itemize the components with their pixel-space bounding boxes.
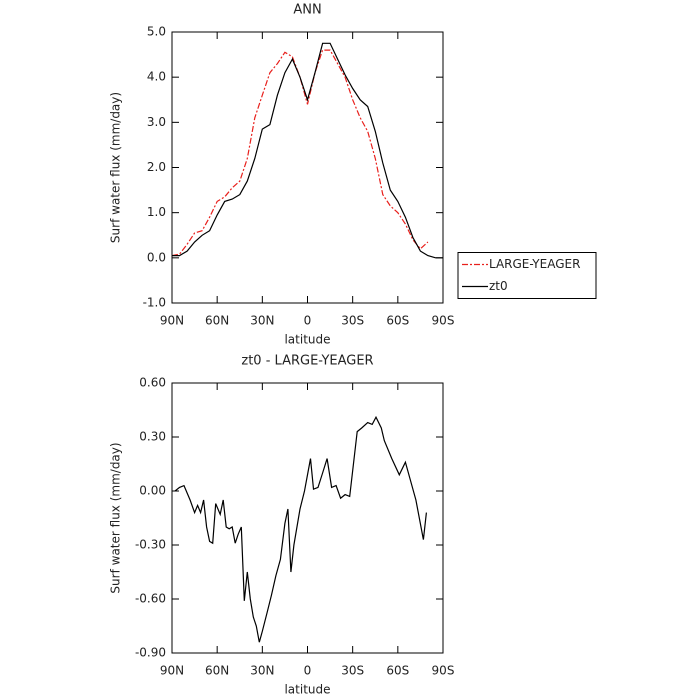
series-line <box>171 49 429 257</box>
y-tick-label: -0.30 <box>135 538 166 552</box>
series-line <box>172 42 443 259</box>
plot-frame <box>171 382 444 654</box>
y-tick-label: 1.0 <box>147 205 166 219</box>
y-tick-label: 0.60 <box>139 376 166 390</box>
y-tick-label: 2.0 <box>147 160 166 174</box>
panel-title: zt0 - LARGE-YEAGER <box>241 354 373 369</box>
series-line <box>174 415 427 643</box>
x-tick-label: 90N <box>160 664 184 678</box>
y-tick-label: -0.90 <box>135 646 166 660</box>
x-tick-label: 90S <box>432 314 455 328</box>
x-tick-label: 90N <box>160 314 184 328</box>
x-tick-label: 60N <box>205 664 229 678</box>
x-tick-label: 60S <box>386 314 409 328</box>
y-tick-label: 0.30 <box>139 430 166 444</box>
x-axis-label: latitude <box>284 333 330 347</box>
x-tick-label: 30N <box>250 664 274 678</box>
x-tick-label: 0 <box>304 664 312 678</box>
x-tick-label: 30S <box>341 314 364 328</box>
x-tick-label: 30N <box>250 314 274 328</box>
y-axis-label: Surf water flux (mm/day) <box>109 92 123 243</box>
y-tick-label: 4.0 <box>147 70 166 84</box>
panel-title: ANN <box>293 3 321 18</box>
legend-box <box>457 252 597 299</box>
legend-label: LARGE-YEAGER <box>489 257 580 271</box>
x-tick-label: 60S <box>386 664 409 678</box>
panel: zt0 - LARGE-YEAGER latitude Surf water flu… <box>109 354 455 697</box>
x-tick-label: 0 <box>304 314 312 328</box>
plot-frame <box>171 31 444 304</box>
y-axis-label: Surf water flux (mm/day) <box>109 442 123 593</box>
x-tick-label: 30S <box>341 664 364 678</box>
x-tick-label: 90S <box>432 664 455 678</box>
x-axis-label: latitude <box>284 683 330 697</box>
y-tick-label: -1.0 <box>143 296 166 310</box>
y-tick-label: -0.60 <box>135 592 166 606</box>
legend: LARGE-YEAGER zt0 <box>457 252 597 299</box>
y-tick-label: 5.0 <box>147 25 166 39</box>
legend-label: zt0 <box>489 279 508 293</box>
y-tick-label: 0.0 <box>147 250 166 264</box>
x-tick-label: 60N <box>205 314 229 328</box>
panel: ANN latitude Surf water flux (mm/day) -1.0 0… <box>109 3 597 347</box>
y-tick-label: 0.00 <box>139 484 166 498</box>
y-tick-label: 3.0 <box>147 115 166 129</box>
